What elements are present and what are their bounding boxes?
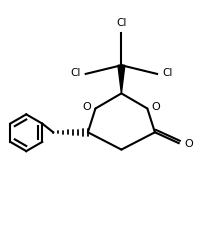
Text: Cl: Cl xyxy=(70,68,80,78)
Text: O: O xyxy=(151,102,160,112)
Text: O: O xyxy=(83,102,92,112)
Polygon shape xyxy=(118,66,125,94)
Text: Cl: Cl xyxy=(116,18,127,28)
Text: O: O xyxy=(185,139,194,149)
Text: Cl: Cl xyxy=(162,68,173,78)
